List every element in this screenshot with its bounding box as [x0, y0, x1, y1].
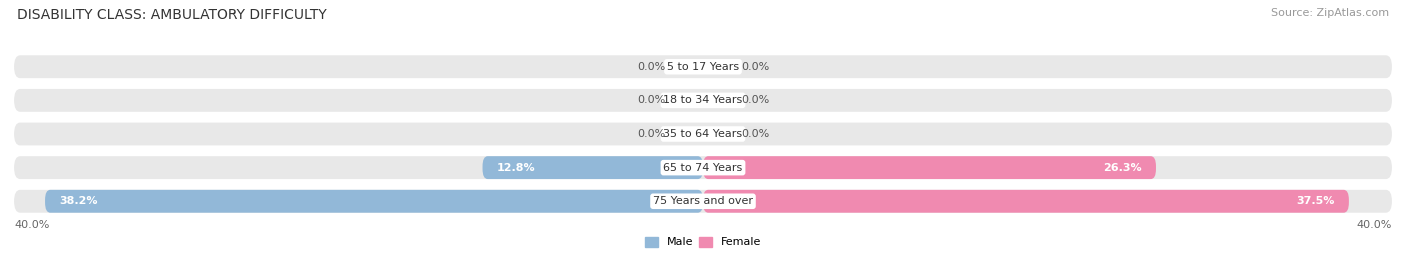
Text: 38.2%: 38.2%	[59, 196, 97, 206]
FancyBboxPatch shape	[703, 190, 1348, 213]
Text: 18 to 34 Years: 18 to 34 Years	[664, 95, 742, 105]
Text: 0.0%: 0.0%	[741, 62, 769, 72]
Text: 40.0%: 40.0%	[1357, 220, 1392, 230]
FancyBboxPatch shape	[14, 122, 1392, 146]
Text: 0.0%: 0.0%	[637, 129, 665, 139]
Text: Source: ZipAtlas.com: Source: ZipAtlas.com	[1271, 8, 1389, 18]
Text: 26.3%: 26.3%	[1104, 163, 1142, 173]
Text: 40.0%: 40.0%	[14, 220, 49, 230]
FancyBboxPatch shape	[14, 156, 1392, 179]
Text: 35 to 64 Years: 35 to 64 Years	[664, 129, 742, 139]
Text: 12.8%: 12.8%	[496, 163, 534, 173]
Text: 75 Years and over: 75 Years and over	[652, 196, 754, 206]
Text: 0.0%: 0.0%	[637, 62, 665, 72]
Text: 0.0%: 0.0%	[637, 95, 665, 105]
FancyBboxPatch shape	[45, 190, 703, 213]
FancyBboxPatch shape	[482, 156, 703, 179]
Legend: Male, Female: Male, Female	[640, 232, 766, 252]
FancyBboxPatch shape	[14, 89, 1392, 112]
FancyBboxPatch shape	[14, 190, 1392, 213]
Text: 0.0%: 0.0%	[741, 95, 769, 105]
Text: 37.5%: 37.5%	[1296, 196, 1336, 206]
Text: 65 to 74 Years: 65 to 74 Years	[664, 163, 742, 173]
Text: 5 to 17 Years: 5 to 17 Years	[666, 62, 740, 72]
FancyBboxPatch shape	[14, 55, 1392, 78]
Text: DISABILITY CLASS: AMBULATORY DIFFICULTY: DISABILITY CLASS: AMBULATORY DIFFICULTY	[17, 8, 326, 22]
Text: 0.0%: 0.0%	[741, 129, 769, 139]
FancyBboxPatch shape	[703, 156, 1156, 179]
